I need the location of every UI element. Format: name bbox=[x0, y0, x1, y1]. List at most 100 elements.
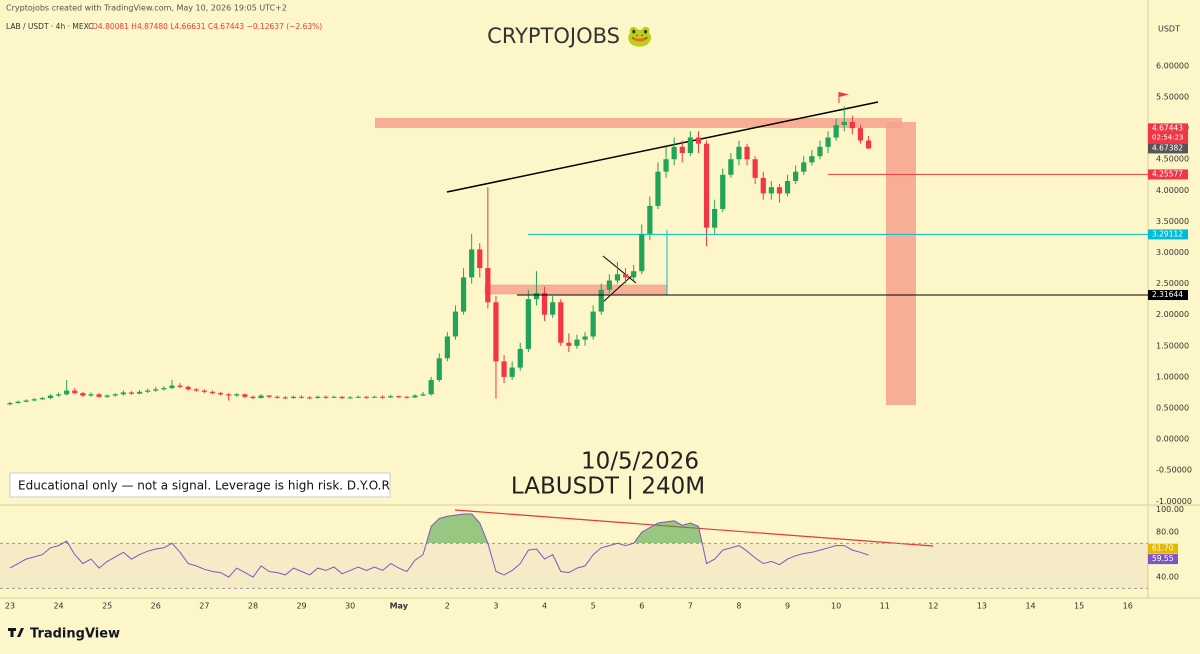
candle-body bbox=[525, 299, 531, 349]
candle-body bbox=[274, 396, 280, 398]
candle-body bbox=[541, 292, 548, 315]
rsi-line bbox=[9, 513, 869, 578]
candle-body bbox=[493, 302, 499, 362]
candle-body bbox=[736, 146, 742, 160]
x-tick-label: 5 bbox=[591, 602, 596, 611]
candle-body bbox=[39, 398, 45, 400]
candle-body bbox=[55, 394, 62, 396]
target-box bbox=[886, 122, 916, 405]
candle-body bbox=[136, 391, 143, 394]
last-price-label: 4.67443 bbox=[1152, 123, 1183, 132]
rsi-tag-label: 59.55 bbox=[1152, 554, 1174, 563]
candle-body bbox=[128, 392, 135, 394]
candle-body bbox=[120, 392, 126, 395]
candle-body bbox=[161, 388, 167, 390]
candle-body bbox=[606, 280, 612, 290]
x-tick-label: 23 bbox=[5, 602, 15, 611]
candle-body bbox=[371, 396, 378, 398]
candle-body bbox=[566, 342, 572, 346]
y-tick-label: -1.00000 bbox=[1156, 497, 1192, 506]
candle-body bbox=[428, 380, 434, 395]
y-tick-label: -0.50000 bbox=[1156, 466, 1192, 475]
candle-body bbox=[15, 401, 21, 404]
candle-body bbox=[185, 386, 191, 390]
x-tick-label: 8 bbox=[736, 602, 741, 611]
brand: TradingView bbox=[30, 627, 120, 642]
candle-body bbox=[501, 361, 507, 377]
rsi-tag bbox=[1148, 543, 1178, 554]
candle-body bbox=[396, 396, 402, 398]
x-tick-label: 15 bbox=[1074, 602, 1084, 611]
x-tick-label: 30 bbox=[345, 602, 355, 611]
level-tag bbox=[1148, 290, 1188, 301]
candle-body bbox=[793, 171, 799, 182]
candle-body bbox=[768, 187, 774, 194]
triangle-line bbox=[602, 255, 637, 284]
candle-body bbox=[776, 187, 783, 194]
x-tick-label: 29 bbox=[296, 602, 306, 611]
candle-body bbox=[23, 400, 29, 402]
level-tag bbox=[1148, 169, 1188, 180]
candle-body bbox=[290, 396, 297, 399]
candle-body bbox=[712, 208, 718, 228]
flag bbox=[839, 92, 849, 97]
candle-body bbox=[590, 311, 596, 337]
candle-body bbox=[574, 339, 580, 346]
candle-body bbox=[469, 249, 475, 278]
x-tick-label: 13 bbox=[977, 602, 987, 611]
candle-body bbox=[752, 159, 758, 178]
candle-body bbox=[217, 393, 224, 395]
candle-body bbox=[250, 396, 256, 399]
x-tick-label: 14 bbox=[1025, 602, 1035, 611]
candle-body bbox=[193, 389, 199, 391]
x-tick-label: 3 bbox=[493, 602, 498, 611]
candle-body bbox=[720, 174, 726, 209]
x-tick-label: 16 bbox=[1123, 602, 1133, 611]
candle-body bbox=[784, 181, 791, 194]
y-tick-label: 1.00000 bbox=[1156, 372, 1189, 381]
candle-body bbox=[412, 395, 418, 398]
candle-body bbox=[509, 367, 515, 377]
candle-body bbox=[517, 348, 523, 368]
candle-body bbox=[614, 274, 621, 281]
rsi-tag-label: 61.70 bbox=[1152, 544, 1174, 553]
rsi-overbought-fill bbox=[63, 514, 703, 543]
y-tick-label: 4.50000 bbox=[1156, 155, 1189, 164]
x-tick-label: 11 bbox=[880, 602, 890, 611]
candle-body bbox=[145, 390, 151, 392]
candle-body bbox=[695, 137, 702, 144]
candle-body bbox=[72, 390, 78, 394]
level-label: 3.29112 bbox=[1152, 229, 1183, 238]
candle-body bbox=[452, 311, 459, 337]
note: Educational only — not a signal. Leverag… bbox=[18, 479, 390, 493]
currency: USDT bbox=[1158, 25, 1180, 34]
level-label: 4.25577 bbox=[1152, 169, 1183, 178]
y-tick-label: 2.00000 bbox=[1156, 310, 1189, 319]
candle-body bbox=[687, 137, 693, 154]
y-tick-label: 6.00000 bbox=[1156, 61, 1189, 70]
x-tick-label: 12 bbox=[928, 602, 938, 611]
rsi-tick-label: 40.00 bbox=[1156, 573, 1179, 582]
candle-body bbox=[639, 233, 645, 272]
candle-body bbox=[671, 146, 677, 160]
rsi-tick-label: 100.00 bbox=[1156, 505, 1184, 514]
candle-body bbox=[582, 336, 588, 340]
x-tick-label: May bbox=[390, 602, 409, 611]
support-zone bbox=[484, 284, 668, 295]
y-tick-label: 2.50000 bbox=[1156, 279, 1189, 288]
x-tick-label: 6 bbox=[639, 602, 644, 611]
candle-body bbox=[841, 121, 847, 126]
header: Cryptojobs created with TradingView.com,… bbox=[6, 4, 287, 13]
candle-body bbox=[833, 125, 839, 138]
candle-body bbox=[307, 397, 313, 399]
x-tick-label: 2 bbox=[445, 602, 450, 611]
resistance-zone bbox=[375, 118, 902, 128]
candle-body bbox=[631, 271, 637, 278]
date-annotation: 10/5/2026 bbox=[581, 449, 699, 475]
level-tag bbox=[1148, 229, 1188, 240]
candle-body bbox=[298, 396, 305, 398]
candle-body bbox=[47, 395, 54, 399]
candle-body bbox=[209, 391, 216, 394]
